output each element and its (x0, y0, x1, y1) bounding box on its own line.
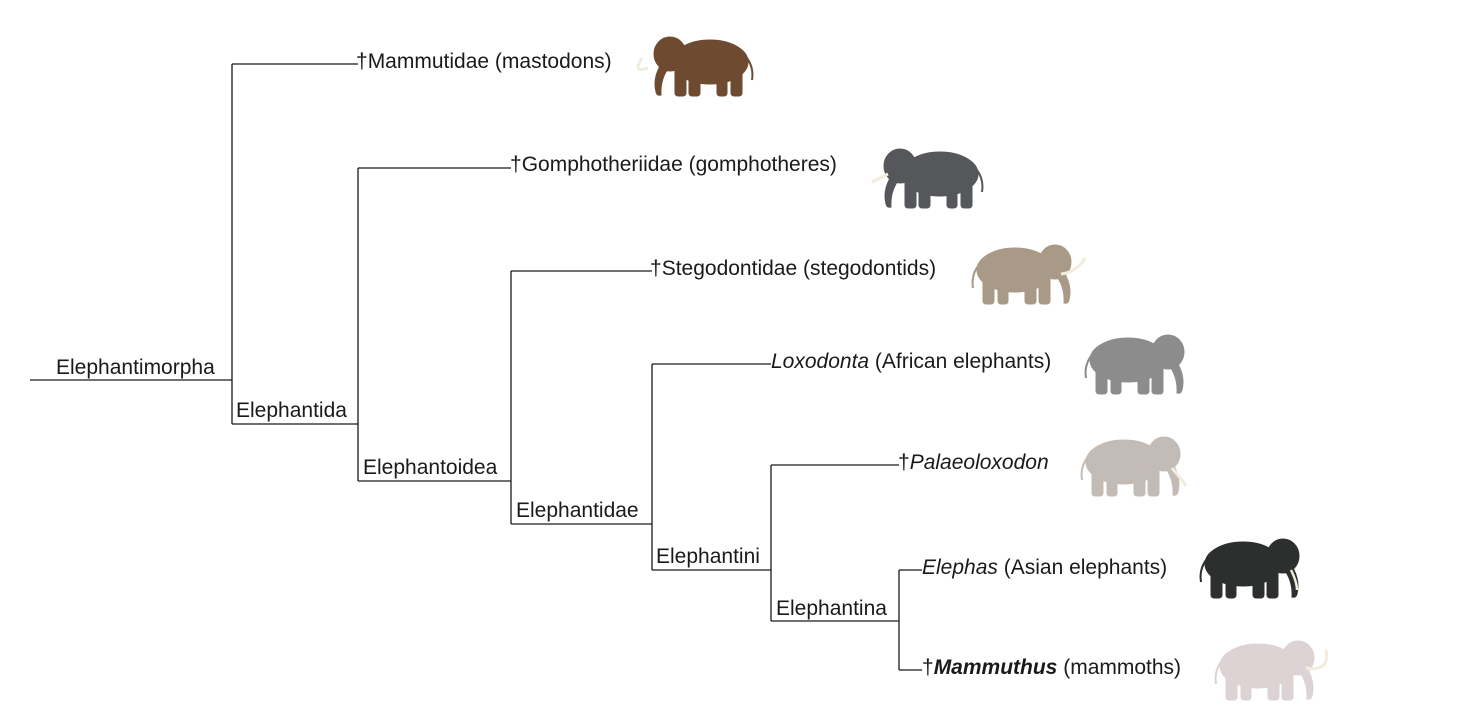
extinct-dagger: † (922, 656, 934, 679)
leaf-label-elephas: Elephas (Asian elephants) (922, 556, 1167, 579)
leaf-label-mammuthus: †Mammuthus (mammoths) (922, 656, 1181, 679)
node-label-elephantini: Elephantini (656, 545, 760, 568)
node-label-elephantina: Elephantina (776, 597, 887, 620)
common-name: (African elephants) (869, 350, 1051, 373)
extinct-dagger: † (510, 153, 522, 176)
extinct-dagger: † (898, 451, 910, 474)
taxon-name: Gomphotheriidae (522, 153, 683, 176)
common-name: (mastodons) (489, 50, 612, 73)
taxon-name: Stegodontidae (662, 257, 797, 280)
node-label-elephantidae: Elephantidae (516, 499, 639, 522)
common-name: (mammoths) (1057, 656, 1181, 679)
node-label-elephantimorpha: Elephantimorpha (56, 356, 215, 379)
leaf-label-loxodonta: Loxodonta (African elephants) (771, 350, 1051, 373)
taxon-name: Palaeoloxodon (910, 451, 1049, 474)
common-name: (stegodontids) (797, 257, 936, 280)
palaeoloxodon-illustration (1080, 436, 1188, 497)
extinct-dagger: † (356, 50, 368, 73)
extinct-dagger: † (650, 257, 662, 280)
tree-branches (30, 63, 922, 671)
taxon-name: Mammutidae (368, 50, 489, 73)
common-name: (gomphotheres) (683, 153, 837, 176)
leaf-label-mammutidae: †Mammutidae (mastodons) (356, 50, 612, 73)
taxon-name: Elephas (922, 556, 998, 579)
elephant-illustrations (636, 36, 1329, 701)
node-label-elephantoidea: Elephantoidea (363, 456, 498, 479)
african-elephant-illustration (1084, 334, 1185, 395)
stegodon-illustration (971, 244, 1087, 305)
gomphothere-illustration (871, 148, 984, 209)
leaf-label-stegodontidae: †Stegodontidae (stegodontids) (650, 257, 936, 280)
leaf-labels: †Mammutidae (mastodons) †Gomphotheriidae… (356, 50, 1181, 679)
common-name: (Asian elephants) (998, 556, 1167, 579)
leaf-label-gomphotheriidae: †Gomphotheriidae (gomphotheres) (510, 153, 837, 176)
mastodon-illustration (636, 36, 754, 97)
taxon-name: Loxodonta (771, 350, 869, 373)
taxon-name: Mammuthus (934, 656, 1058, 679)
node-labels: Elephantimorpha Elephantida Elephantoide… (56, 356, 887, 620)
leaf-label-palaeoloxodon: †Palaeoloxodon (898, 451, 1049, 474)
node-label-elephantida: Elephantida (236, 399, 347, 422)
asian-elephant-illustration (1199, 538, 1300, 599)
mammoth-illustration (1214, 640, 1329, 701)
